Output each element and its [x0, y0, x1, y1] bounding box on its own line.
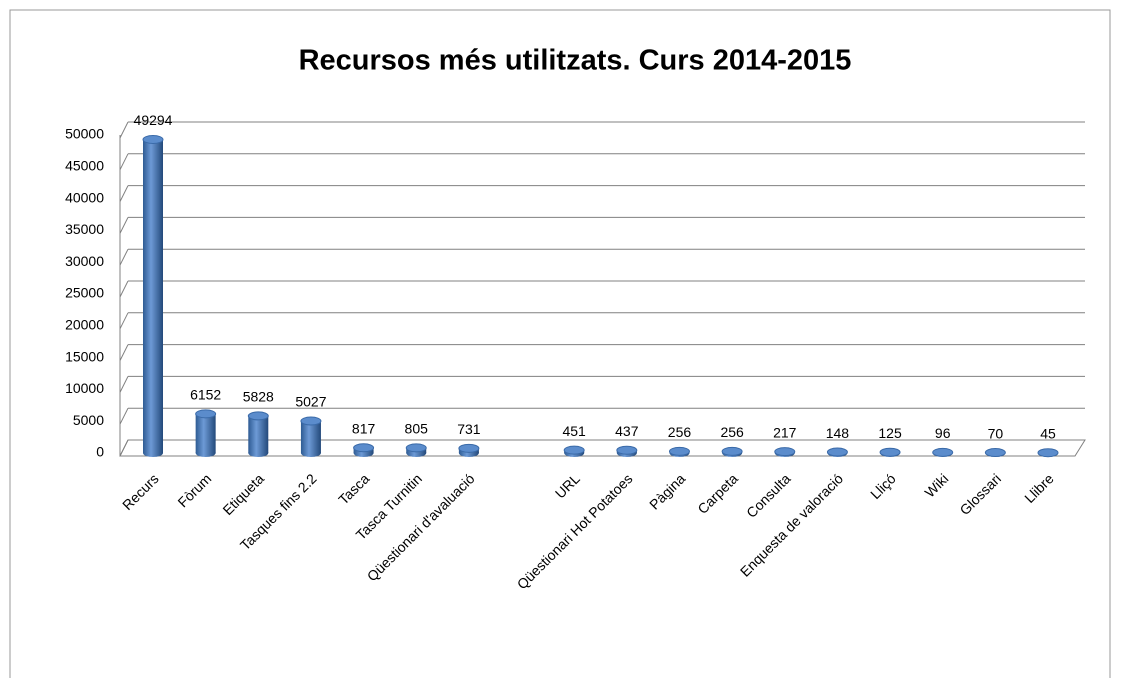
bar-top: [721, 446, 743, 456]
bar-top: [984, 448, 1006, 458]
bar: [932, 447, 954, 457]
bar-top: [353, 443, 375, 453]
grid-line: [119, 344, 129, 361]
bar-top: [195, 409, 217, 419]
data-label: 5027: [295, 394, 326, 410]
data-label: 256: [668, 424, 692, 440]
x-tick-label: Carpeta: [694, 470, 741, 517]
x-tick-label: Qüestionari d'avaluació: [364, 470, 478, 584]
bar: [405, 443, 427, 457]
bar-top: [616, 445, 638, 455]
bar: [668, 446, 690, 457]
bar-base: [248, 449, 269, 457]
bar: [774, 447, 796, 457]
bar-top: [458, 443, 480, 453]
bar: [142, 134, 164, 457]
y-tick-label: 20000: [65, 317, 104, 333]
y-tick-label: 25000: [65, 285, 104, 301]
data-label: 217: [773, 424, 797, 440]
y-tick-label: 10000: [65, 380, 104, 396]
x-tick-label: Llibre: [1021, 470, 1057, 506]
x-tick-label: Fòrum: [174, 470, 214, 510]
frame: [9, 9, 1111, 678]
data-label: 96: [935, 425, 951, 441]
data-label: 45: [1040, 425, 1056, 441]
x-tick-label: Etiqueta: [219, 470, 267, 518]
bar-top: [405, 443, 427, 453]
bar-top: [563, 445, 585, 455]
bar-top: [142, 134, 164, 144]
data-label: 731: [457, 421, 481, 437]
x-tick-label: Glossari: [956, 470, 1004, 518]
y-tick-label: 0: [96, 444, 104, 460]
bar-top: [247, 411, 269, 421]
bar-top: [774, 447, 796, 457]
y-tick-label: 45000: [65, 158, 104, 174]
grid-line: [119, 217, 129, 234]
x-tick-label: Wiki: [921, 470, 951, 500]
chart-title: Recursos més utilitzats. Curs 2014-2015: [299, 45, 852, 77]
grid-line: [119, 312, 129, 330]
x-tick-label: Consulta: [743, 470, 794, 521]
data-label: 148: [826, 425, 850, 441]
data-label: 437: [615, 423, 639, 439]
bar: [879, 447, 901, 457]
data-label: 6152: [190, 387, 221, 403]
y-tick-label: 30000: [65, 253, 104, 269]
bar: [563, 445, 585, 457]
y-tick-label: 5000: [73, 412, 104, 428]
grid-line: [119, 376, 129, 393]
bar-body: [248, 415, 269, 453]
grid-line: [119, 153, 129, 171]
grid-line: [119, 407, 129, 425]
x-tick-label: Recurs: [119, 470, 162, 513]
bar-base: [143, 449, 163, 457]
grid-line: [119, 248, 129, 266]
bar-top: [879, 447, 901, 457]
data-label: 817: [352, 421, 376, 437]
data-label: 256: [720, 424, 744, 440]
bar: [353, 443, 375, 457]
bar-top: [826, 447, 848, 457]
data-label: 125: [878, 425, 902, 441]
bar-top: [932, 447, 954, 457]
bar-top: [300, 416, 322, 426]
grid-line: [119, 280, 129, 298]
grid-line: [119, 185, 129, 202]
x-tick-label: Tasca: [335, 470, 372, 507]
bar-base: [300, 449, 321, 457]
x-tick-label: Pàgina: [646, 470, 688, 512]
data-label: 70: [988, 425, 1004, 441]
bar: [458, 443, 480, 457]
x-tick-label: URL: [552, 470, 583, 501]
y-tick-label: 35000: [65, 221, 104, 237]
bar-top: [668, 446, 690, 456]
x-tick-label: Lliçó: [867, 470, 899, 502]
bar: [1037, 448, 1059, 458]
bar: [616, 445, 638, 457]
y-tick-label: 40000: [65, 189, 104, 205]
grid-line: [119, 121, 129, 139]
bar: [826, 447, 848, 457]
bar: [195, 409, 217, 457]
bar-base: [195, 449, 216, 457]
data-label: 5828: [243, 389, 274, 405]
data-label: 805: [405, 421, 429, 437]
data-label: 451: [562, 423, 586, 439]
bar: [247, 411, 269, 457]
bar-body: [195, 413, 216, 453]
bar: [300, 416, 322, 457]
bar-top: [1037, 448, 1059, 458]
y-tick-label: 15000: [65, 348, 104, 364]
bar: [721, 446, 743, 457]
bar-body: [300, 421, 321, 453]
bar-body: [143, 139, 163, 453]
data-label: 49294: [134, 112, 173, 128]
y-tick-label: 50000: [65, 126, 104, 142]
x-tick-label: Enquesta de valoració: [737, 470, 846, 579]
bar: [984, 448, 1006, 458]
grid-line: [119, 439, 129, 457]
